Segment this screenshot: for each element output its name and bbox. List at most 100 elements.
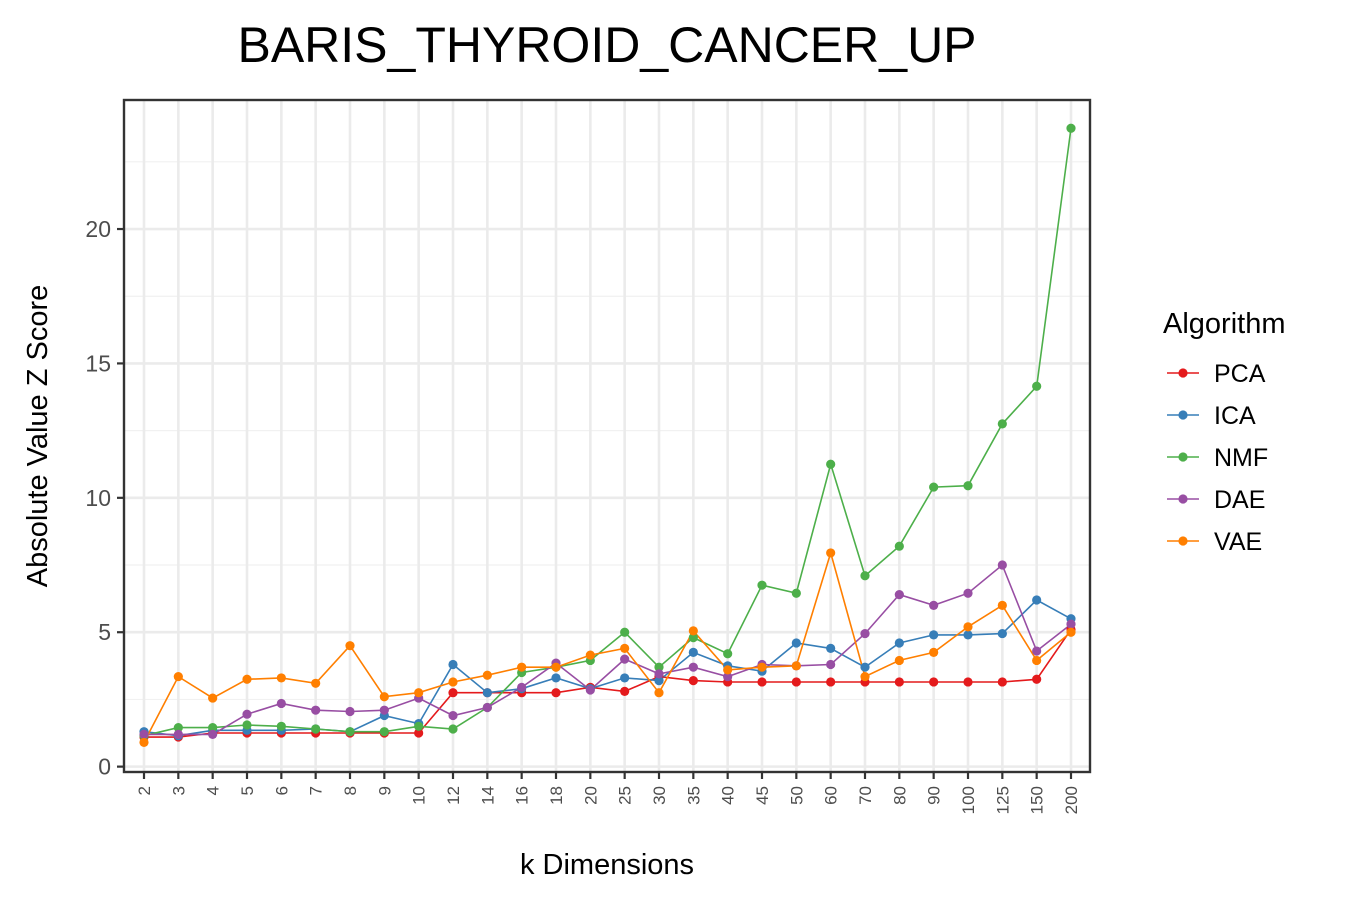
data-point-vae (929, 647, 939, 657)
data-point-vae (585, 650, 595, 660)
data-point-vae (311, 678, 321, 688)
data-point-vae (688, 626, 698, 636)
data-point-nmf (826, 459, 836, 469)
x-tick-label: 3 (169, 786, 188, 795)
data-point-vae (139, 737, 149, 748)
data-point-vae (414, 688, 424, 698)
data-point-dae (517, 682, 527, 692)
data-point-ica (620, 673, 630, 683)
data-point-dae (929, 600, 939, 610)
x-tick-label: 2 (135, 786, 154, 795)
data-point-dae (894, 589, 904, 600)
data-point-nmf (997, 419, 1007, 429)
data-point-dae (860, 628, 870, 639)
legend-label-pca: PCA (1214, 360, 1266, 388)
data-point-ica (482, 688, 492, 698)
series-points (139, 123, 1076, 748)
x-tick-label: 25 (616, 786, 635, 805)
data-point-ica (654, 676, 664, 686)
series-line-dae (144, 563, 1072, 736)
x-tick-label: 10 (410, 786, 429, 805)
data-point-vae (1066, 627, 1076, 637)
data-point-nmf (963, 481, 973, 491)
x-tick-label: 45 (753, 786, 772, 805)
data-point-dae (1032, 646, 1042, 656)
y-axis: 0 5 10 15 20 (85, 216, 124, 780)
series-line-vae (143, 550, 1072, 743)
data-point-vae (379, 692, 389, 702)
data-point-pca (929, 677, 939, 687)
data-point-pca (688, 676, 698, 686)
legend-marker-vae (1178, 536, 1188, 546)
legend-label-nmf: NMF (1214, 444, 1268, 472)
minor-gridlines (124, 161, 1090, 701)
data-point-ica (929, 630, 939, 640)
plot-panel (124, 100, 1090, 772)
data-point-dae (1066, 619, 1076, 629)
data-point-vae (723, 665, 733, 675)
x-axis-title: k Dimensions (520, 849, 694, 881)
data-point-nmf (1032, 381, 1042, 391)
data-point-dae (345, 706, 355, 717)
series-lines (143, 128, 1072, 743)
data-point-vae (482, 670, 492, 680)
data-point-vae (1032, 655, 1042, 666)
y-tick-label: 15 (85, 350, 111, 376)
data-point-vae (620, 643, 630, 653)
x-tick-label: 5 (238, 786, 257, 795)
data-point-ica (860, 662, 870, 672)
x-axis: 2 3 4 5 6 7 8 9 10 12 14 16 18 20 25 30 35 40 45 50 60 70 80 90… (135, 772, 1081, 814)
x-tick-label: 150 (1028, 786, 1047, 814)
data-point-pca (1032, 674, 1042, 684)
data-point-ica (894, 638, 904, 648)
x-tick-label: 35 (684, 786, 703, 805)
x-tick-label: 12 (444, 786, 463, 805)
data-point-pca (894, 677, 904, 687)
data-point-ica (997, 628, 1007, 639)
data-point-vae (448, 677, 458, 687)
legend-marker-pca (1178, 368, 1188, 378)
data-point-dae (688, 662, 698, 672)
data-point-dae (723, 671, 733, 682)
x-tick-label: 30 (650, 786, 669, 805)
data-point-dae (654, 669, 664, 679)
data-point-nmf (723, 649, 733, 659)
data-point-vae (173, 671, 183, 682)
x-tick-label: 60 (822, 786, 841, 805)
data-point-vae (894, 655, 904, 666)
data-point-nmf (208, 723, 218, 733)
series-line-ica (143, 599, 1072, 737)
chart-title: BARIS_THYROID_CANCER_UP (237, 17, 976, 73)
y-axis-title: Absolute Value Z Score (22, 285, 54, 588)
data-point-pca (448, 688, 458, 698)
data-point-dae (379, 705, 389, 715)
x-tick-label: 20 (581, 786, 600, 805)
data-point-nmf (654, 662, 664, 672)
x-tick-label: 4 (204, 786, 223, 795)
data-point-dae (448, 710, 458, 721)
data-point-pca (997, 677, 1007, 687)
x-tick-label: 90 (925, 786, 944, 805)
data-point-vae (860, 671, 870, 682)
data-point-ica (551, 673, 561, 683)
data-point-ica (963, 630, 973, 640)
x-tick-label: 80 (890, 786, 909, 805)
data-point-dae (139, 729, 149, 739)
data-point-nmf (688, 633, 698, 643)
data-point-nmf (894, 541, 904, 551)
x-tick-label: 40 (719, 786, 738, 805)
data-point-nmf (173, 723, 183, 733)
data-point-ica (826, 643, 836, 653)
data-point-nmf (379, 727, 389, 737)
data-point-vae (345, 641, 355, 651)
data-point-pca (551, 688, 561, 698)
legend: Algorithm PCA ICA NMF DAE VAE (1163, 308, 1286, 556)
y-tick-label: 5 (98, 619, 111, 645)
data-point-ica (791, 638, 801, 648)
x-tick-label: 100 (959, 786, 978, 814)
data-point-dae (276, 698, 286, 709)
y-tick-label: 10 (85, 485, 111, 511)
y-tick-label: 0 (98, 754, 111, 780)
data-point-nmf (860, 571, 870, 581)
